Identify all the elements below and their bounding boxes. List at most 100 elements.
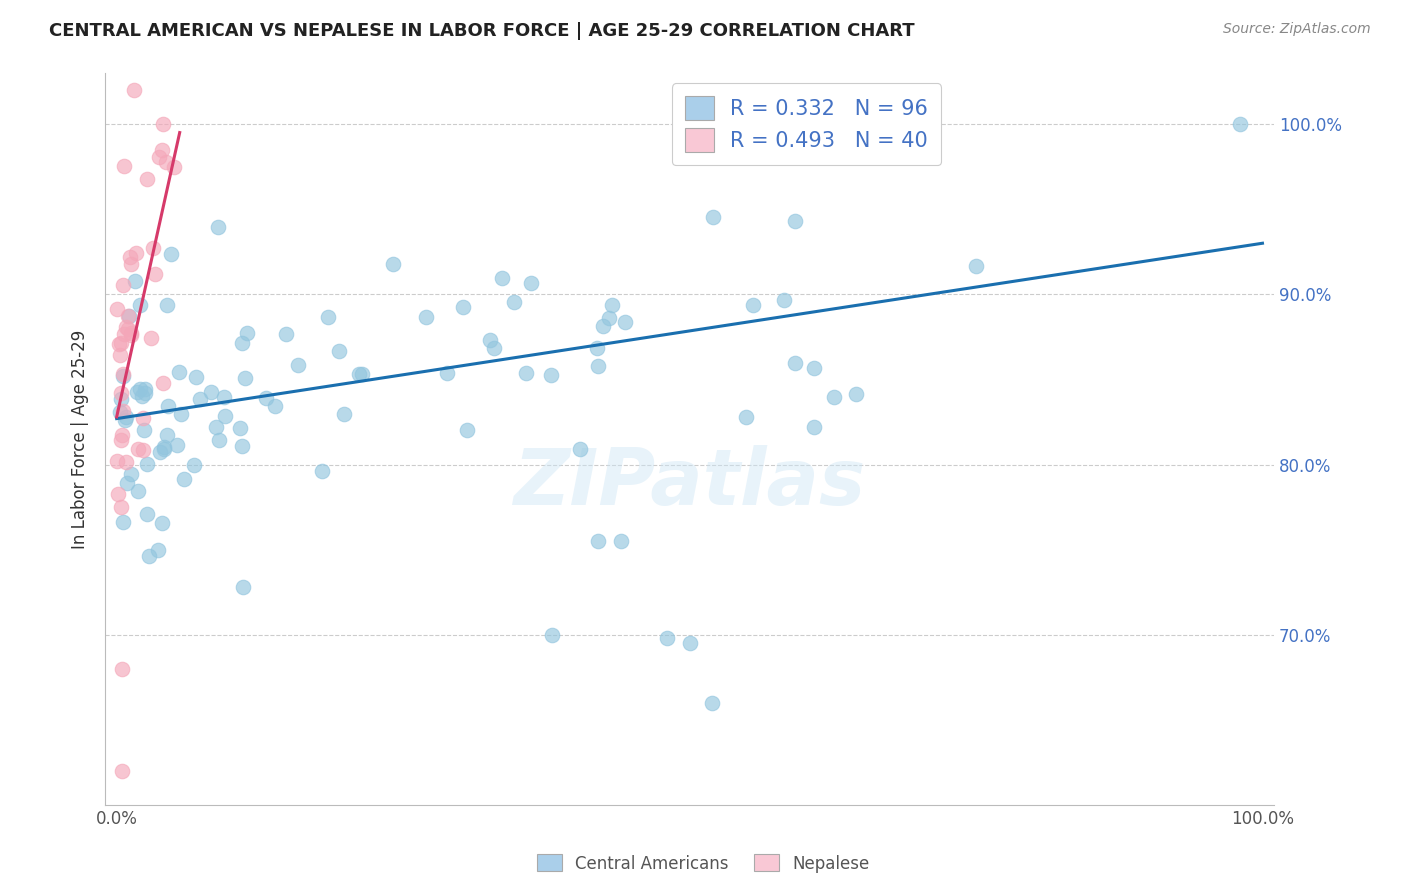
Point (142, 241, 165, 255)
Point (1229, 117, 1251, 131)
Point (484, 341, 506, 355)
Point (127, 384, 149, 399)
Point (112, 159, 135, 173)
Point (965, 259, 987, 273)
Point (451, 301, 474, 315)
Point (678, 636, 700, 650)
Point (118, 310, 141, 324)
Point (515, 366, 537, 380)
Point (274, 326, 297, 341)
Point (232, 580, 254, 594)
Point (120, 250, 142, 264)
Point (124, 274, 146, 288)
Point (108, 405, 131, 419)
Point (598, 311, 620, 326)
Point (152, 376, 174, 391)
Point (254, 391, 277, 405)
Point (586, 341, 609, 355)
Point (352, 368, 374, 382)
Point (132, 443, 155, 458)
Point (135, 508, 157, 522)
Point (159, 246, 181, 260)
Point (735, 409, 758, 424)
Point (783, 214, 806, 228)
Point (112, 403, 135, 417)
Point (105, 454, 128, 468)
Point (117, 322, 139, 336)
Point (478, 333, 501, 347)
Point (145, 267, 167, 281)
Point (112, 515, 135, 529)
Point (186, 370, 208, 384)
Point (170, 407, 193, 421)
Point (214, 409, 236, 423)
Point (702, 696, 724, 710)
Point (124, 245, 146, 260)
Point (613, 315, 636, 329)
Point (115, 320, 138, 334)
Point (111, 368, 134, 382)
Point (316, 310, 339, 324)
Point (190, 392, 212, 406)
Point (382, 257, 405, 271)
Point (152, 117, 174, 131)
Point (120, 257, 142, 271)
Point (823, 390, 845, 404)
Point (588, 359, 610, 374)
Point (231, 438, 253, 452)
Point (803, 360, 825, 375)
Point (208, 433, 231, 447)
Point (155, 155, 177, 169)
Point (229, 421, 252, 435)
Point (169, 365, 191, 379)
Legend: Central Americans, Nepalese: Central Americans, Nepalese (530, 847, 876, 880)
Point (111, 764, 134, 778)
Point (502, 295, 524, 310)
Point (456, 423, 478, 437)
Point (138, 549, 160, 563)
Point (129, 298, 152, 312)
Point (540, 368, 562, 382)
Point (110, 336, 132, 351)
Point (200, 384, 222, 399)
Point (150, 516, 173, 530)
Point (110, 385, 132, 400)
Point (150, 143, 173, 157)
Point (610, 534, 633, 549)
Point (139, 331, 162, 345)
Point (136, 457, 159, 471)
Point (148, 150, 170, 164)
Point (783, 356, 806, 370)
Point (157, 400, 180, 414)
Point (655, 632, 678, 646)
Point (519, 277, 541, 291)
Point (702, 210, 724, 224)
Point (153, 440, 176, 454)
Point (541, 628, 564, 642)
Point (287, 358, 309, 372)
Point (112, 278, 135, 293)
Point (131, 410, 153, 425)
Point (129, 382, 152, 396)
Point (153, 442, 176, 457)
Point (205, 420, 228, 434)
Point (236, 326, 259, 341)
Point (586, 534, 609, 549)
Point (110, 500, 132, 514)
Point (110, 433, 132, 447)
Point (491, 270, 513, 285)
Point (773, 293, 796, 307)
Y-axis label: In Labor Force | Age 25-29: In Labor Force | Age 25-29 (72, 329, 89, 549)
Point (328, 343, 350, 358)
Point (127, 442, 149, 456)
Point (207, 219, 229, 234)
Point (231, 335, 253, 350)
Point (131, 389, 153, 403)
Point (117, 475, 139, 490)
Point (155, 298, 177, 312)
Point (311, 464, 333, 478)
Point (233, 370, 256, 384)
Text: ZIPatlas: ZIPatlas (513, 445, 866, 521)
Point (136, 172, 159, 186)
Point (569, 442, 592, 456)
